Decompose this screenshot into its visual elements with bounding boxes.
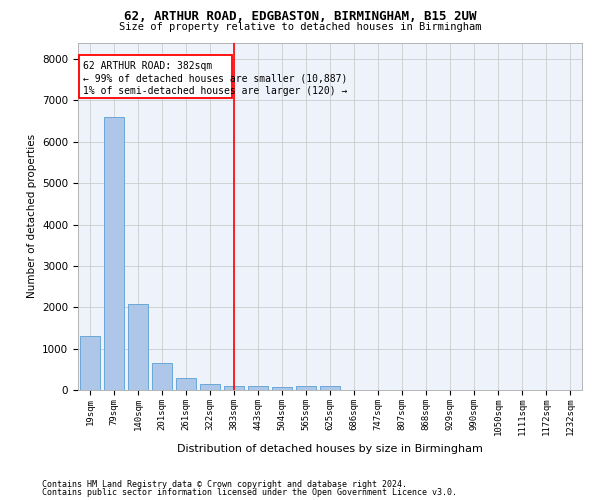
Text: Contains HM Land Registry data © Crown copyright and database right 2024.: Contains HM Land Registry data © Crown c… — [42, 480, 407, 489]
Bar — [176, 378, 196, 390]
Bar — [296, 386, 316, 390]
Bar — [104, 117, 124, 390]
Bar — [272, 387, 292, 390]
Bar — [80, 336, 100, 390]
Text: Contains public sector information licensed under the Open Government Licence v3: Contains public sector information licen… — [42, 488, 457, 497]
Text: Size of property relative to detached houses in Birmingham: Size of property relative to detached ho… — [119, 22, 481, 32]
Bar — [200, 384, 220, 390]
Bar — [248, 386, 268, 390]
Bar — [320, 386, 340, 390]
FancyBboxPatch shape — [79, 55, 232, 98]
Text: ← 99% of detached houses are smaller (10,887): ← 99% of detached houses are smaller (10… — [83, 74, 347, 84]
Bar — [224, 386, 244, 390]
X-axis label: Distribution of detached houses by size in Birmingham: Distribution of detached houses by size … — [177, 444, 483, 454]
Bar — [152, 363, 172, 390]
Text: 1% of semi-detached houses are larger (120) →: 1% of semi-detached houses are larger (1… — [83, 86, 347, 96]
Text: 62, ARTHUR ROAD, EDGBASTON, BIRMINGHAM, B15 2UW: 62, ARTHUR ROAD, EDGBASTON, BIRMINGHAM, … — [124, 10, 476, 23]
Bar — [128, 304, 148, 390]
Y-axis label: Number of detached properties: Number of detached properties — [26, 134, 37, 298]
Text: 62 ARTHUR ROAD: 382sqm: 62 ARTHUR ROAD: 382sqm — [83, 61, 212, 71]
